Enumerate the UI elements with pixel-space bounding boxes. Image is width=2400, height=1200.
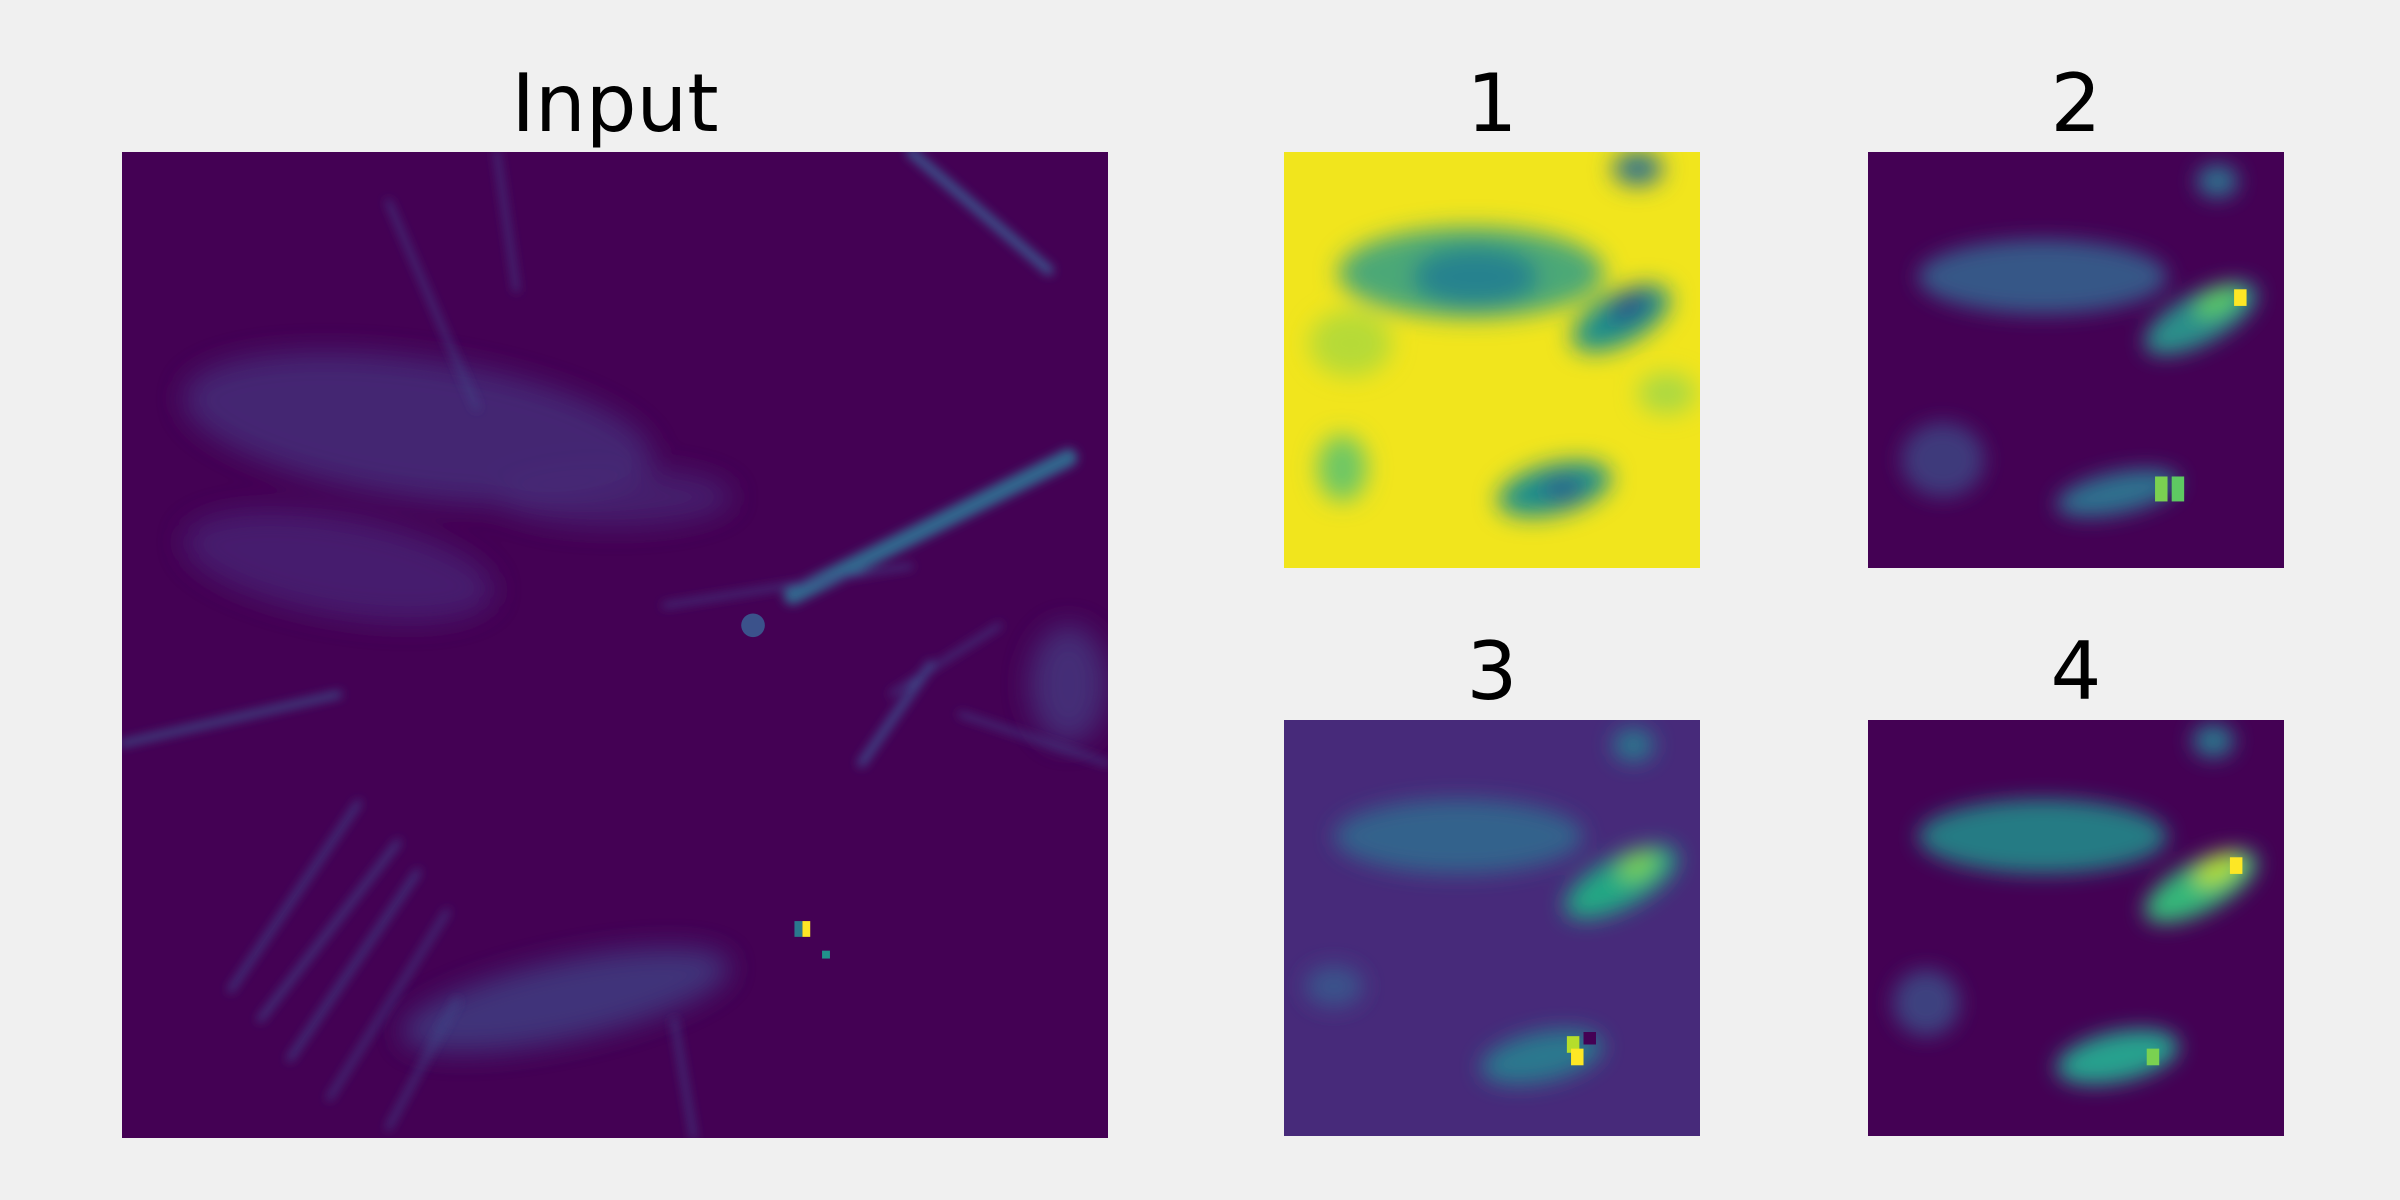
panel-2: 2 [1868,64,2284,568]
panel-title: 4 [2050,625,2102,718]
panel-title: 1 [1466,57,1518,150]
panel-title: Input [511,57,719,150]
feature-map-3 [1284,720,1700,1136]
panel-1: 1 [1284,64,1700,568]
panel-4: 4 [1868,632,2284,1136]
feature-map-1 [1284,152,1700,568]
panel-title: 3 [1466,625,1518,718]
panel-3: 3 [1284,632,1700,1136]
input-image [122,152,1108,1138]
feature-map-4 [1868,720,2284,1136]
feature-map-2 [1868,152,2284,568]
panel-title: 2 [2050,57,2102,150]
panel-input: Input [122,64,1108,1138]
